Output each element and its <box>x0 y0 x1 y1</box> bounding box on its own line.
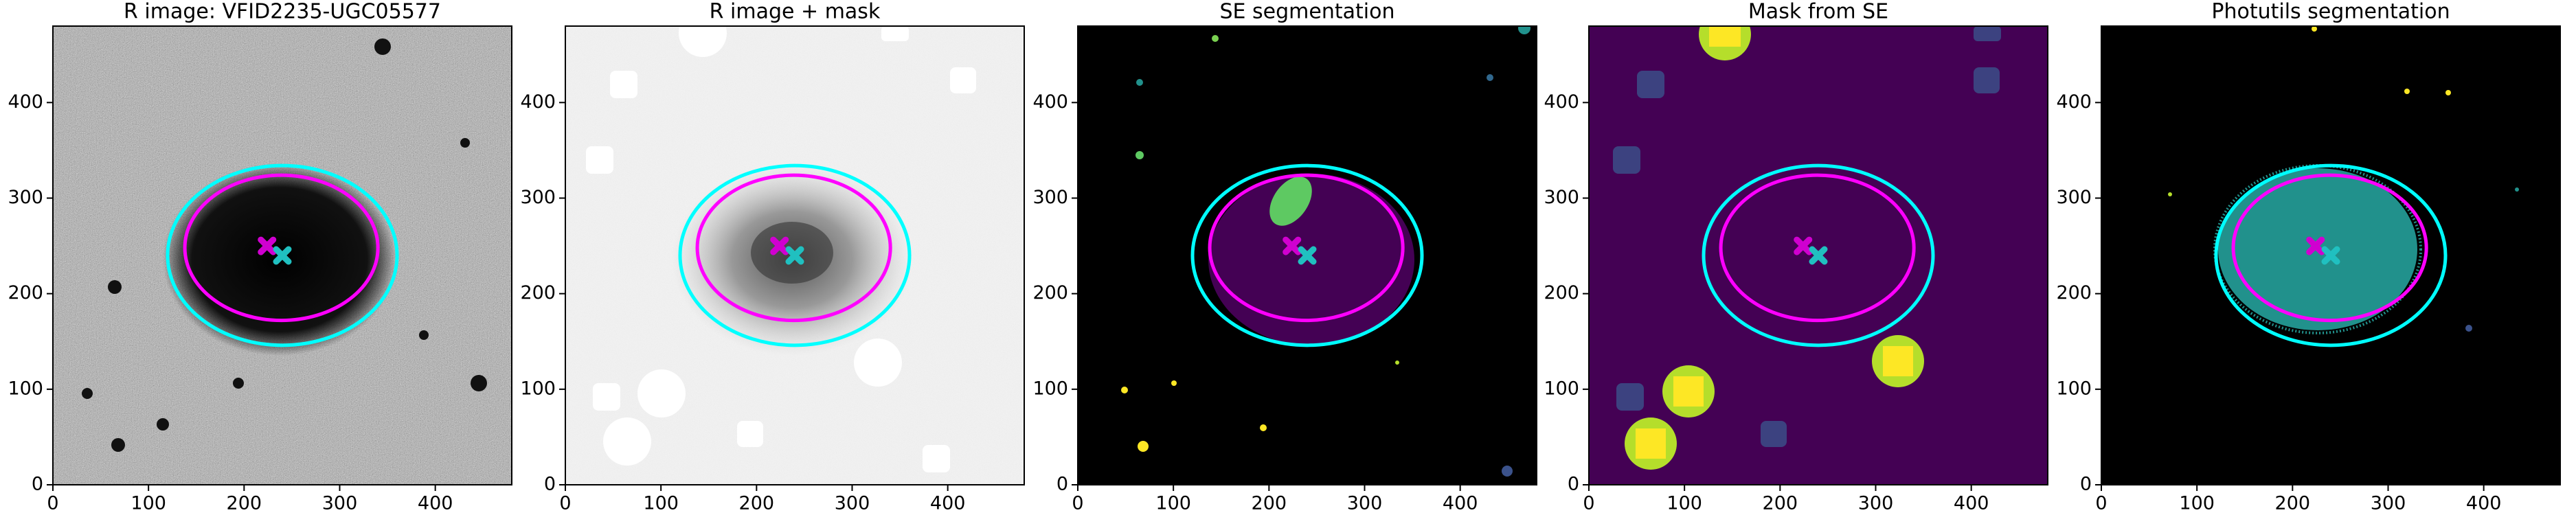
panel: SE segmentation 0 100 200 300 400 0 100 200 300 40… <box>1032 0 1537 514</box>
y-tick-label: 100 <box>8 378 43 399</box>
panel: Mask from SE 0 100 200 300 400 0 100 200 300 400 <box>1544 0 2048 514</box>
y-tick-label: 0 <box>1057 474 1068 495</box>
axes-frame <box>1077 25 1537 485</box>
overlay <box>2214 163 2448 347</box>
x-tick-label: 100 <box>1155 493 1191 514</box>
ellipse <box>695 173 892 323</box>
y-tick-label: 300 <box>1032 187 1068 208</box>
overlay <box>1702 163 1935 347</box>
x-tick-label: 100 <box>1667 493 1702 514</box>
x-tick-label: 200 <box>739 493 775 514</box>
x-tick-label: 300 <box>835 493 870 514</box>
y-tick-label: 200 <box>1544 282 1579 304</box>
y-tick-label: 100 <box>1544 378 1579 399</box>
x-tick-label: 400 <box>930 493 966 514</box>
x-tick-label: 0 <box>1072 493 1083 514</box>
overlay <box>678 163 912 347</box>
x-tick-label: 0 <box>1583 493 1594 514</box>
x-tick-label: 0 <box>2095 493 2107 514</box>
y-tick-label: 300 <box>1544 187 1579 208</box>
ellipse <box>1190 163 1424 347</box>
x-tick-label: 200 <box>227 493 262 514</box>
y-tick-label: 100 <box>520 378 556 399</box>
y-tick-label: 400 <box>1032 91 1068 113</box>
image <box>565 26 1024 485</box>
ellipse <box>2231 173 2428 323</box>
overlay <box>166 163 399 347</box>
y-tick-label: 400 <box>2056 91 2092 113</box>
x-tick-label: 400 <box>1443 493 1478 514</box>
chart-title: R image + mask <box>710 0 881 24</box>
ellipse <box>2214 163 2448 347</box>
y-tick-label: 100 <box>1032 378 1068 399</box>
ellipse <box>1702 163 1935 347</box>
marker <box>785 246 804 265</box>
axes-frame <box>2101 25 2561 485</box>
y-tick-label: 400 <box>520 91 556 113</box>
y-tick-label: 400 <box>1544 91 1579 113</box>
y-tick-label: 300 <box>2056 187 2092 208</box>
panel: Photutils segmentation 0 100 200 300 400 0 100 2… <box>2056 0 2561 514</box>
ellipse <box>183 173 380 323</box>
y-tick-label: 200 <box>8 282 43 304</box>
image <box>1589 26 2048 485</box>
marker <box>273 246 292 265</box>
marker <box>770 236 789 255</box>
axes-frame <box>1588 25 2048 485</box>
y-tick-label: 200 <box>2056 282 2092 304</box>
ellipse <box>1719 173 1916 323</box>
x-tick-label: 200 <box>1763 493 1798 514</box>
x-tick-label: 400 <box>1954 493 1989 514</box>
panel: R image: VFID2235-UGC05577 0 100 200 300 400 0… <box>8 0 512 514</box>
y-tick-label: 100 <box>2056 378 2092 399</box>
chart-title: Mask from SE <box>1748 0 1888 24</box>
x-tick-label: 300 <box>1347 493 1383 514</box>
y-tick-label: 200 <box>1032 282 1068 304</box>
ellipse <box>166 163 399 347</box>
x-tick-label: 0 <box>47 493 58 514</box>
x-tick-label: 200 <box>1252 493 1287 514</box>
y-tick-label: 0 <box>2080 474 2092 495</box>
y-tick-label: 0 <box>544 474 556 495</box>
x-tick-label: 100 <box>2179 493 2215 514</box>
y-tick-label: 0 <box>32 474 43 495</box>
ellipse <box>678 163 912 347</box>
marker <box>1283 236 1302 255</box>
x-tick-label: 300 <box>1858 493 1894 514</box>
x-tick-label: 400 <box>2466 493 2502 514</box>
marker <box>258 236 277 255</box>
x-tick-label: 100 <box>131 493 166 514</box>
y-tick-label: 0 <box>1568 474 1579 495</box>
chart-title: SE segmentation <box>1220 0 1395 24</box>
y-tick-label: 300 <box>520 187 556 208</box>
x-tick-label: 400 <box>418 493 453 514</box>
chart-title: R image: VFID2235-UGC05577 <box>124 0 441 24</box>
marker <box>1298 246 1317 265</box>
axes-frame <box>52 25 512 485</box>
marker <box>2306 236 2325 255</box>
x-tick-label: 200 <box>2275 493 2311 514</box>
panel: R image + mask 0 100 200 300 400 0 100 200 300 400 <box>520 0 1025 514</box>
marker <box>1809 246 1828 265</box>
chart-title: Photutils segmentation <box>2211 0 2450 24</box>
y-tick-label: 400 <box>8 91 43 113</box>
axes-frame <box>565 25 1025 485</box>
marker <box>2321 246 2340 265</box>
x-tick-label: 100 <box>643 493 679 514</box>
x-tick-label: 0 <box>559 493 571 514</box>
y-tick-label: 200 <box>520 282 556 304</box>
overlay <box>1190 163 1424 347</box>
x-tick-label: 300 <box>322 493 358 514</box>
ellipse <box>1208 173 1405 323</box>
x-tick-label: 300 <box>2371 493 2406 514</box>
marker <box>1794 236 1813 255</box>
y-tick-label: 300 <box>8 187 43 208</box>
